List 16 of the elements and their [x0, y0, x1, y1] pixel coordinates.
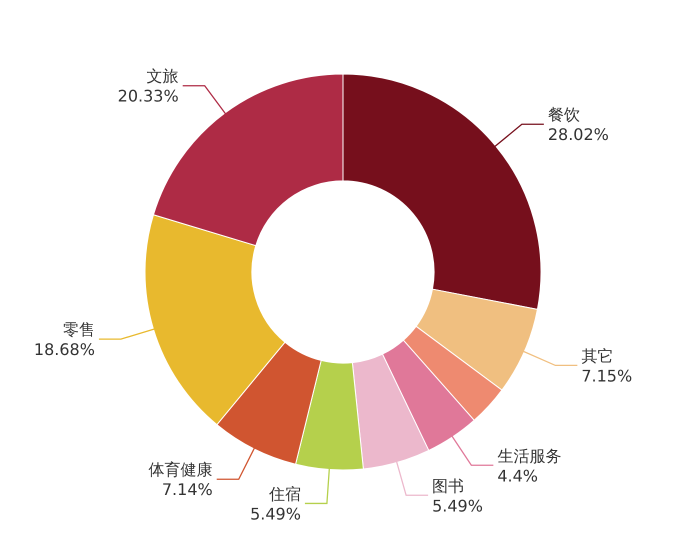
data-label: 20.33% [118, 86, 179, 106]
slice-label: 住宿 [268, 484, 301, 504]
slice-label: 体育健康 [148, 460, 213, 480]
slice-label: 文旅 [146, 66, 179, 86]
data-label: 5.49% [432, 496, 483, 516]
data-label: 28.02% [548, 125, 609, 144]
data-label: 7.14% [162, 480, 213, 500]
data-label: 5.49% [250, 504, 301, 524]
slice-label: 零售 [62, 320, 95, 340]
slice-label: 其它 [581, 346, 614, 366]
slice-label: 生活服务 [497, 446, 562, 466]
data-label: 18.68% [34, 340, 95, 360]
data-label: 7.15% [581, 366, 632, 386]
slice-label: 餐饮 [548, 105, 580, 124]
slice-label: 图书 [432, 476, 464, 496]
data-label: 4.4% [497, 466, 538, 486]
